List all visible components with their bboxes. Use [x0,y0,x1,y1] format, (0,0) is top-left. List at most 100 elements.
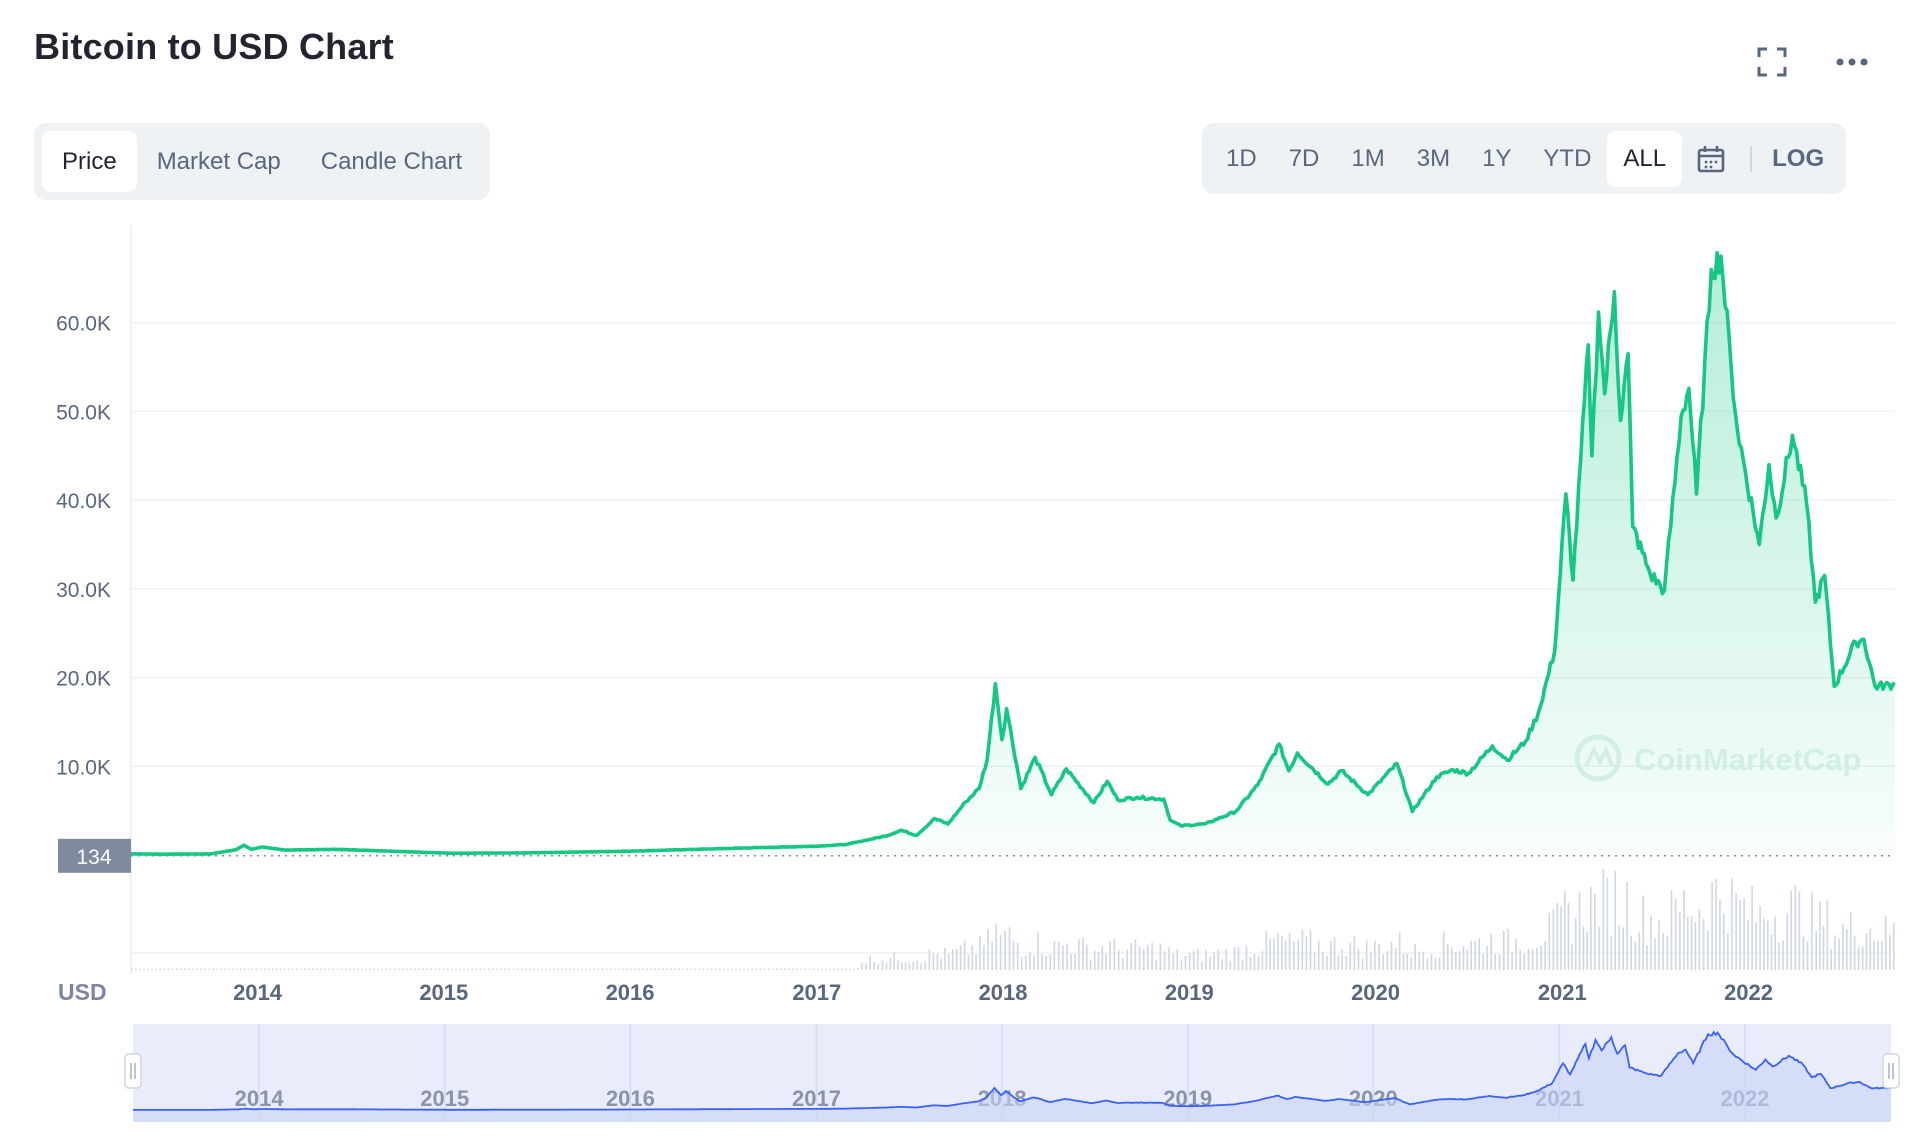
volume-bar [848,968,851,970]
volume-bar [175,968,178,970]
calendar-icon[interactable] [1682,131,1740,187]
volume-bar [524,968,527,970]
volume-bar [1155,959,1158,970]
volume-bar [1853,935,1856,970]
volume-bar [1578,892,1581,970]
volume-bar [463,968,465,970]
volume-bar [1062,945,1064,970]
volume-bar [1012,940,1015,970]
volume-bar [492,968,494,970]
volume-bar [1466,950,1469,970]
volume-bar [1634,941,1637,970]
volume-bar [865,963,867,970]
volume-bar [1702,919,1705,970]
volume-bar [1217,949,1219,970]
volume-bar [1618,925,1620,970]
volume-bar [940,959,942,970]
more-icon[interactable] [1832,42,1872,82]
volume-bar [373,968,375,970]
volume-bar [1438,957,1441,970]
volume-bar [1622,927,1624,970]
volume-bar [316,968,318,970]
volume-bar [1556,902,1559,970]
expand-icon[interactable] [1752,42,1792,82]
volume-bar [516,968,519,970]
volume-bar [1536,947,1538,970]
volume-bar [658,968,660,970]
range-3m[interactable]: 3M [1416,144,1451,172]
volume-bar [873,961,875,970]
volume-bar [357,968,359,970]
navigator-handle-right[interactable] [1882,1053,1900,1089]
volume-bar [1834,935,1836,970]
volume-bar [1422,951,1425,970]
volume-bar [216,968,219,970]
volume-bar [1029,952,1031,970]
price-area [131,252,1895,856]
volume-bar [1229,961,1232,970]
volume-bar [279,968,282,970]
volume-bar [820,968,823,970]
volume-bar [963,940,966,970]
volume-bar [1261,951,1264,970]
volume-bar [381,968,384,970]
volume-bar [1147,944,1149,970]
tab-market-cap[interactable]: Market Cap [156,147,281,175]
volume-bar [626,968,628,970]
volume-bar [131,968,133,970]
volume-bar [1564,890,1566,970]
volume-bar [528,968,531,970]
volume-bar [1503,930,1505,970]
volume-bar [674,968,676,970]
volume-bar [438,968,441,970]
range-1y[interactable]: 1Y [1482,144,1512,172]
volume-bar [1698,909,1701,970]
tab-candle-chart[interactable]: Candle Chart [320,147,463,175]
volume-bar [1598,927,1601,970]
log-scale-button[interactable]: LOG [1772,144,1825,172]
x-tick-label: 2015 [419,980,468,1005]
volume-bar [239,968,242,970]
y-tick-label: 50.0K [56,401,111,424]
x-tick-label: 2017 [792,980,841,1005]
volume-bar [1053,941,1056,970]
navigator-handle-left[interactable] [124,1053,142,1089]
range-all[interactable]: ALL [1607,130,1683,187]
volume-bar [678,968,680,970]
volume-bar [1004,930,1006,970]
volume-bar [1830,949,1832,970]
volume-bar [228,968,230,970]
x-tick-label: 2019 [1165,980,1214,1005]
volume-bar [1101,946,1104,970]
volume-bar [1638,932,1641,970]
range-7d[interactable]: 7D [1288,144,1320,172]
tab-price[interactable]: Price [42,131,137,192]
volume-bar [1719,900,1721,970]
watermark: CoinMarketCap [1574,734,1861,782]
volume-bar [951,949,954,970]
volume-bar [1020,957,1023,970]
volume-bar [710,968,713,970]
start-price-badge [58,838,131,873]
volume-bar [1151,942,1153,970]
volume-bar [1861,946,1864,970]
volume-bar [344,968,347,970]
volume-bar [1037,932,1039,970]
volume-bar [609,968,612,970]
volume-bar [1426,959,1429,970]
range-ytd[interactable]: YTD [1543,144,1592,172]
volume-bar [1345,956,1347,970]
volume-bar [1188,953,1191,970]
volume-bar [369,968,371,970]
volume-bar [1711,881,1713,970]
volume-bar [916,960,918,970]
volume-bar [897,960,899,970]
volume-bar [537,968,539,970]
range-1m[interactable]: 1M [1351,144,1385,172]
volume-bar [912,961,915,970]
volume-bar [1751,885,1753,970]
volume-bar [232,968,234,970]
range-1d[interactable]: 1D [1226,144,1257,172]
